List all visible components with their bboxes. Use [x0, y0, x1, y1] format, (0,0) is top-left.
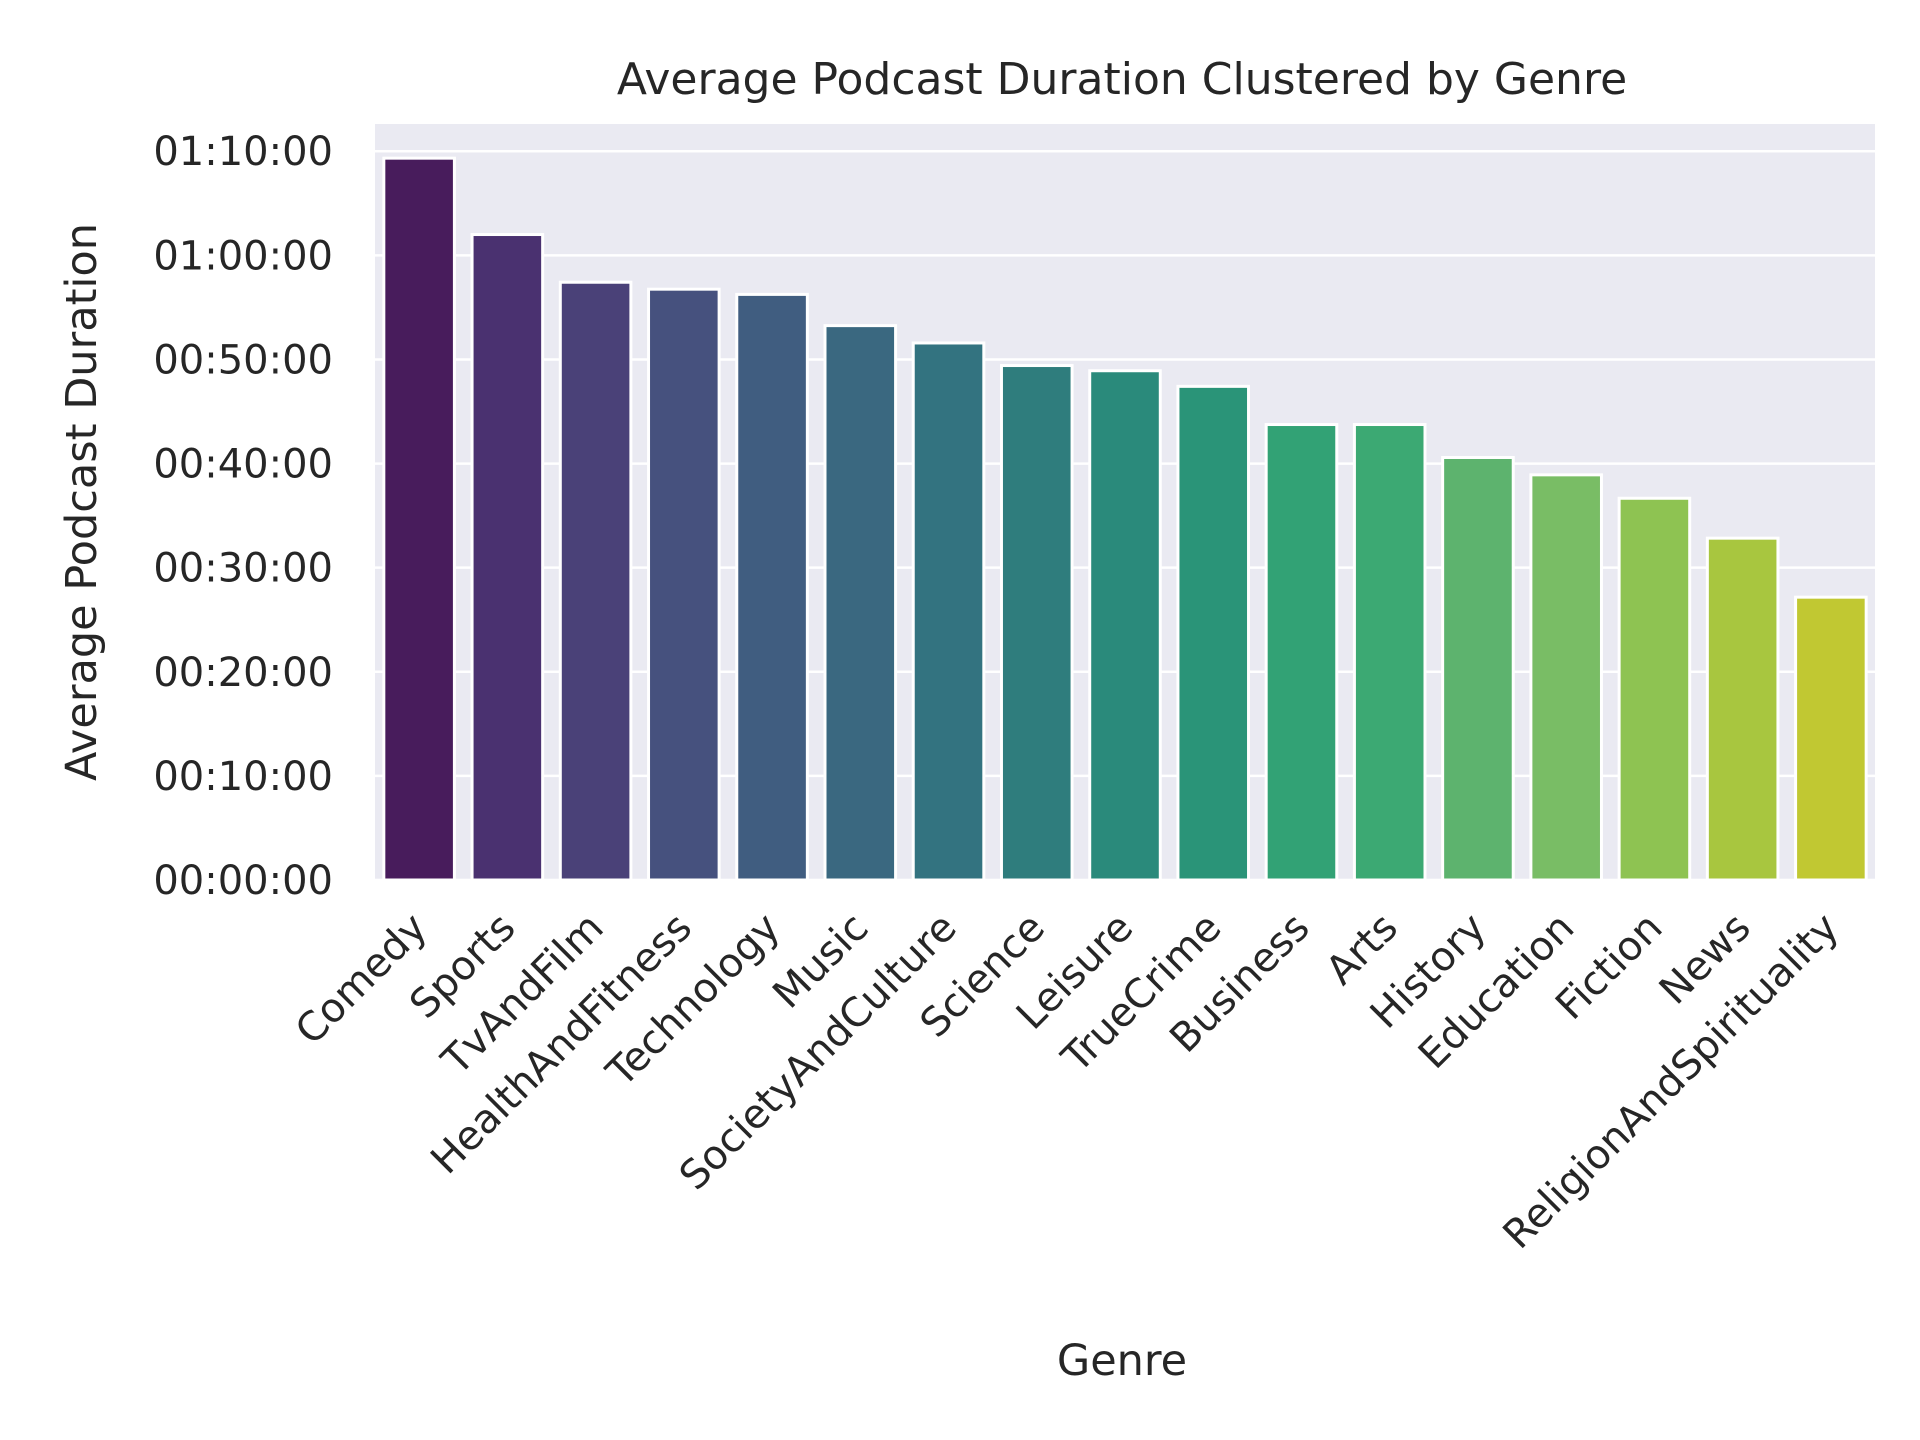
chart-title: Average Podcast Duration Clustered by Ge…	[617, 54, 1627, 105]
x-tick-label: Comedy	[287, 905, 436, 1054]
y-tick-label: 00:10:00	[153, 754, 333, 800]
y-tick-label: 01:10:00	[153, 129, 333, 175]
bar-healthandfitness	[647, 287, 721, 882]
bar-arts	[1352, 423, 1427, 882]
bar-religionandspirituality	[1794, 595, 1868, 882]
y-axis-label: Average Podcast Duration	[57, 223, 107, 781]
bar-leisure	[1088, 369, 1162, 882]
bar-fiction	[1617, 496, 1692, 882]
bar-tvandfilm	[558, 280, 633, 882]
bar-education	[1529, 473, 1603, 882]
y-tick-label: 00:20:00	[153, 650, 333, 696]
y-tick-label: 00:40:00	[153, 442, 333, 488]
y-tick-label: 00:50:00	[153, 337, 333, 383]
bar-technology	[735, 292, 809, 882]
bar-history	[1441, 455, 1515, 882]
bar-truecrime	[1176, 384, 1251, 882]
bar-societyandculture	[911, 341, 986, 882]
y-tick-label: 00:00:00	[153, 858, 333, 904]
x-axis-label: Genre	[1057, 1336, 1187, 1386]
bar-news	[1705, 536, 1780, 882]
y-tick-label: 01:00:00	[153, 233, 333, 279]
y-tick-labels: 00:00:00 00:10:00 00:20:00 00:30:00 00:40:00…	[153, 129, 333, 904]
bar-comedy	[382, 156, 456, 882]
bar-business	[1264, 423, 1339, 882]
bar-music	[823, 324, 898, 882]
bars	[382, 156, 1868, 882]
bar-sports	[470, 233, 545, 882]
bar-science	[999, 364, 1074, 882]
y-tick-label: 00:30:00	[153, 546, 333, 592]
x-tick-labels: ComedySportsTvAndFilmHealthAndFitnessTec…	[287, 905, 1848, 1258]
